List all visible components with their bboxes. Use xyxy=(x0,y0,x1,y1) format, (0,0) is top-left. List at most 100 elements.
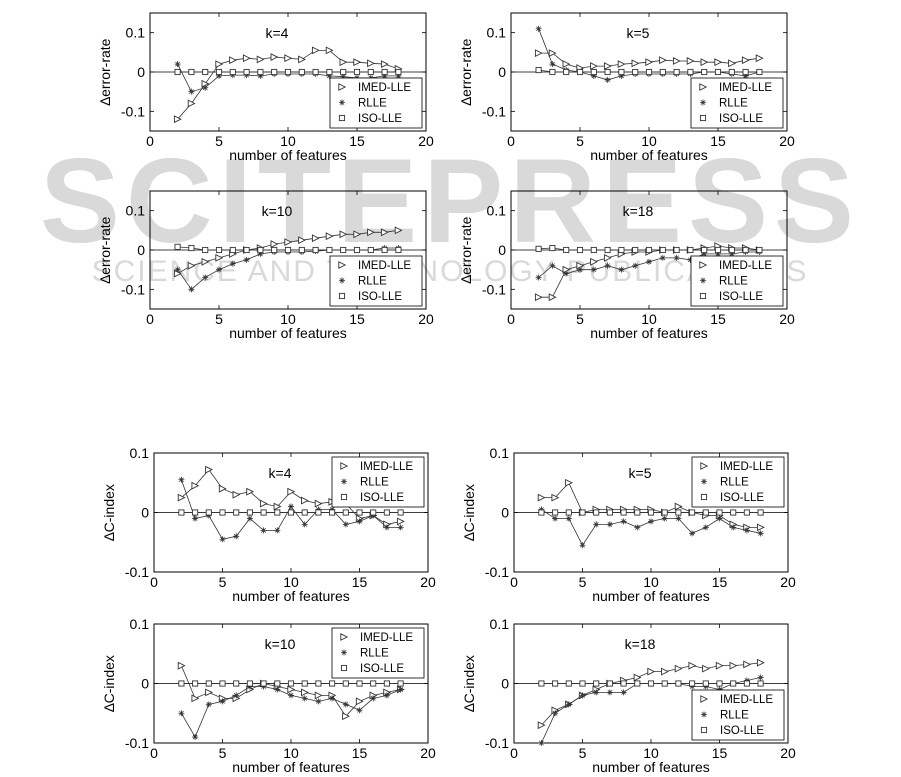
data-point-shape xyxy=(381,72,388,79)
data-point xyxy=(219,698,226,705)
data-point-shape xyxy=(689,530,696,537)
data-point-shape xyxy=(552,680,559,687)
data-point xyxy=(728,250,735,257)
data-point xyxy=(342,712,351,721)
legend-marker xyxy=(338,261,347,269)
data-point xyxy=(673,246,680,254)
data-point-shape xyxy=(579,692,586,699)
legend-marker xyxy=(700,277,706,284)
data-point-shape xyxy=(701,250,708,257)
data-point-shape xyxy=(562,60,571,69)
data-point xyxy=(288,503,294,510)
data-point xyxy=(617,60,626,69)
data-point-shape xyxy=(688,661,697,670)
data-point-shape xyxy=(618,246,625,254)
legend-label: IMED-LLE xyxy=(360,632,413,644)
data-point xyxy=(551,493,560,502)
data-point-shape xyxy=(741,56,750,65)
x-tick-label: 15 xyxy=(352,745,368,761)
data-point-shape xyxy=(689,509,696,516)
y-tick-label: 0.1 xyxy=(130,445,150,461)
legend-marker xyxy=(700,695,709,703)
data-point-shape xyxy=(590,257,599,266)
data-point-shape xyxy=(274,509,281,516)
data-point-shape xyxy=(287,487,296,496)
legend-label: ISO-LLE xyxy=(360,663,404,675)
data-point xyxy=(219,680,226,687)
data-point-shape xyxy=(633,673,642,682)
data-point-shape xyxy=(716,680,723,687)
data-point xyxy=(218,484,227,493)
data-point-shape xyxy=(370,680,377,687)
data-point-shape xyxy=(215,253,224,262)
data-point xyxy=(311,234,320,243)
data-point xyxy=(661,680,668,687)
data-point xyxy=(342,509,349,516)
legend-marker-shape xyxy=(340,633,349,641)
data-point xyxy=(565,515,572,522)
data-point xyxy=(270,53,279,61)
data-point-shape xyxy=(342,701,349,708)
x-tick-label: 10 xyxy=(283,745,299,761)
data-point xyxy=(383,692,390,699)
data-point-shape xyxy=(178,680,185,687)
data-point xyxy=(353,58,362,67)
data-point-shape xyxy=(563,270,570,277)
legend-marker-shape xyxy=(700,695,709,703)
data-point xyxy=(274,680,281,687)
data-point xyxy=(620,680,627,687)
data-point xyxy=(242,54,251,63)
data-point-shape xyxy=(661,680,668,687)
data-point-shape xyxy=(549,68,556,76)
data-point xyxy=(659,68,666,76)
legend-box xyxy=(331,456,425,508)
data-point-shape xyxy=(593,689,600,696)
data-point xyxy=(315,680,322,687)
data-point-shape xyxy=(284,68,292,76)
data-point xyxy=(326,68,333,76)
data-point xyxy=(339,230,348,239)
data-point-shape xyxy=(673,254,680,261)
data-point-shape xyxy=(535,25,542,32)
data-point xyxy=(356,680,363,687)
data-point-shape xyxy=(604,76,611,83)
data-point xyxy=(312,246,319,254)
data-point-shape xyxy=(603,62,612,71)
data-point-shape xyxy=(383,524,390,531)
data-point xyxy=(342,680,349,687)
y-tick-label: 0 xyxy=(498,242,506,258)
data-point xyxy=(715,661,724,670)
data-point xyxy=(756,68,763,76)
chart-title: k=18 xyxy=(623,203,654,219)
data-point xyxy=(579,692,586,699)
legend-marker-shape xyxy=(338,114,346,122)
data-point xyxy=(535,245,542,252)
data-point xyxy=(246,515,253,522)
data-point xyxy=(604,76,611,83)
data-point xyxy=(257,72,264,79)
data-point xyxy=(756,246,763,254)
data-point-shape xyxy=(216,72,222,79)
chart-title: k=10 xyxy=(265,636,296,652)
data-point xyxy=(311,46,320,55)
data-point xyxy=(219,536,226,543)
x-tick-label: 15 xyxy=(712,574,728,590)
x-axis-label: number of features xyxy=(229,325,347,341)
legend-marker xyxy=(340,493,348,501)
data-point xyxy=(340,246,347,254)
data-point xyxy=(287,487,296,496)
data-point-shape xyxy=(538,509,545,516)
data-point-shape xyxy=(756,658,765,667)
data-point xyxy=(271,246,278,254)
data-point-shape xyxy=(730,509,737,516)
data-point xyxy=(397,509,404,516)
y-tick-label: 0.1 xyxy=(126,203,146,219)
data-point-shape xyxy=(631,59,640,68)
data-point xyxy=(701,246,708,254)
data-point-shape xyxy=(552,515,559,522)
y-tick-label: -0.1 xyxy=(482,281,506,297)
data-point xyxy=(701,250,708,257)
data-point-shape xyxy=(381,68,388,76)
data-point-shape xyxy=(229,72,236,79)
data-point xyxy=(259,499,268,508)
